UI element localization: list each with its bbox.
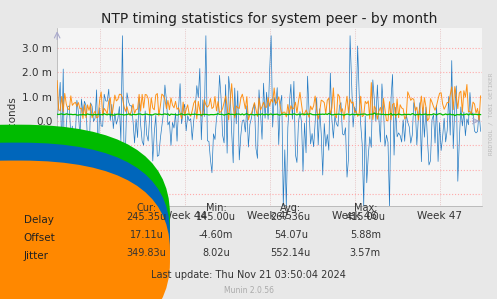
Text: -4.60m: -4.60m [199,230,234,240]
Text: Max:: Max: [353,203,377,213]
Text: Cur:: Cur: [137,203,157,213]
Text: Min:: Min: [206,203,227,213]
Text: 54.07u: 54.07u [274,230,308,240]
Text: 349.83u: 349.83u [127,248,166,258]
Text: 552.14u: 552.14u [271,248,311,258]
Text: Last update: Thu Nov 21 03:50:04 2024: Last update: Thu Nov 21 03:50:04 2024 [151,270,346,280]
Text: Offset: Offset [24,233,56,243]
Text: 415.00u: 415.00u [345,212,385,222]
Text: RRDTOOL / TOBI OETIKER: RRDTOOL / TOBI OETIKER [489,72,494,155]
Text: 5.88m: 5.88m [350,230,381,240]
Text: 3.57m: 3.57m [350,248,381,258]
Text: 8.02u: 8.02u [202,248,230,258]
Text: Munin 2.0.56: Munin 2.0.56 [224,286,273,295]
Text: 267.36u: 267.36u [271,212,311,222]
Text: 245.35u: 245.35u [127,212,166,222]
Text: 17.11u: 17.11u [130,230,164,240]
Text: 145.00u: 145.00u [196,212,236,222]
Text: Delay: Delay [24,215,54,225]
Text: Avg:: Avg: [280,203,301,213]
Y-axis label: seconds: seconds [7,96,17,139]
Text: Jitter: Jitter [24,251,49,261]
Title: NTP timing statistics for system peer - by month: NTP timing statistics for system peer - … [101,12,438,26]
